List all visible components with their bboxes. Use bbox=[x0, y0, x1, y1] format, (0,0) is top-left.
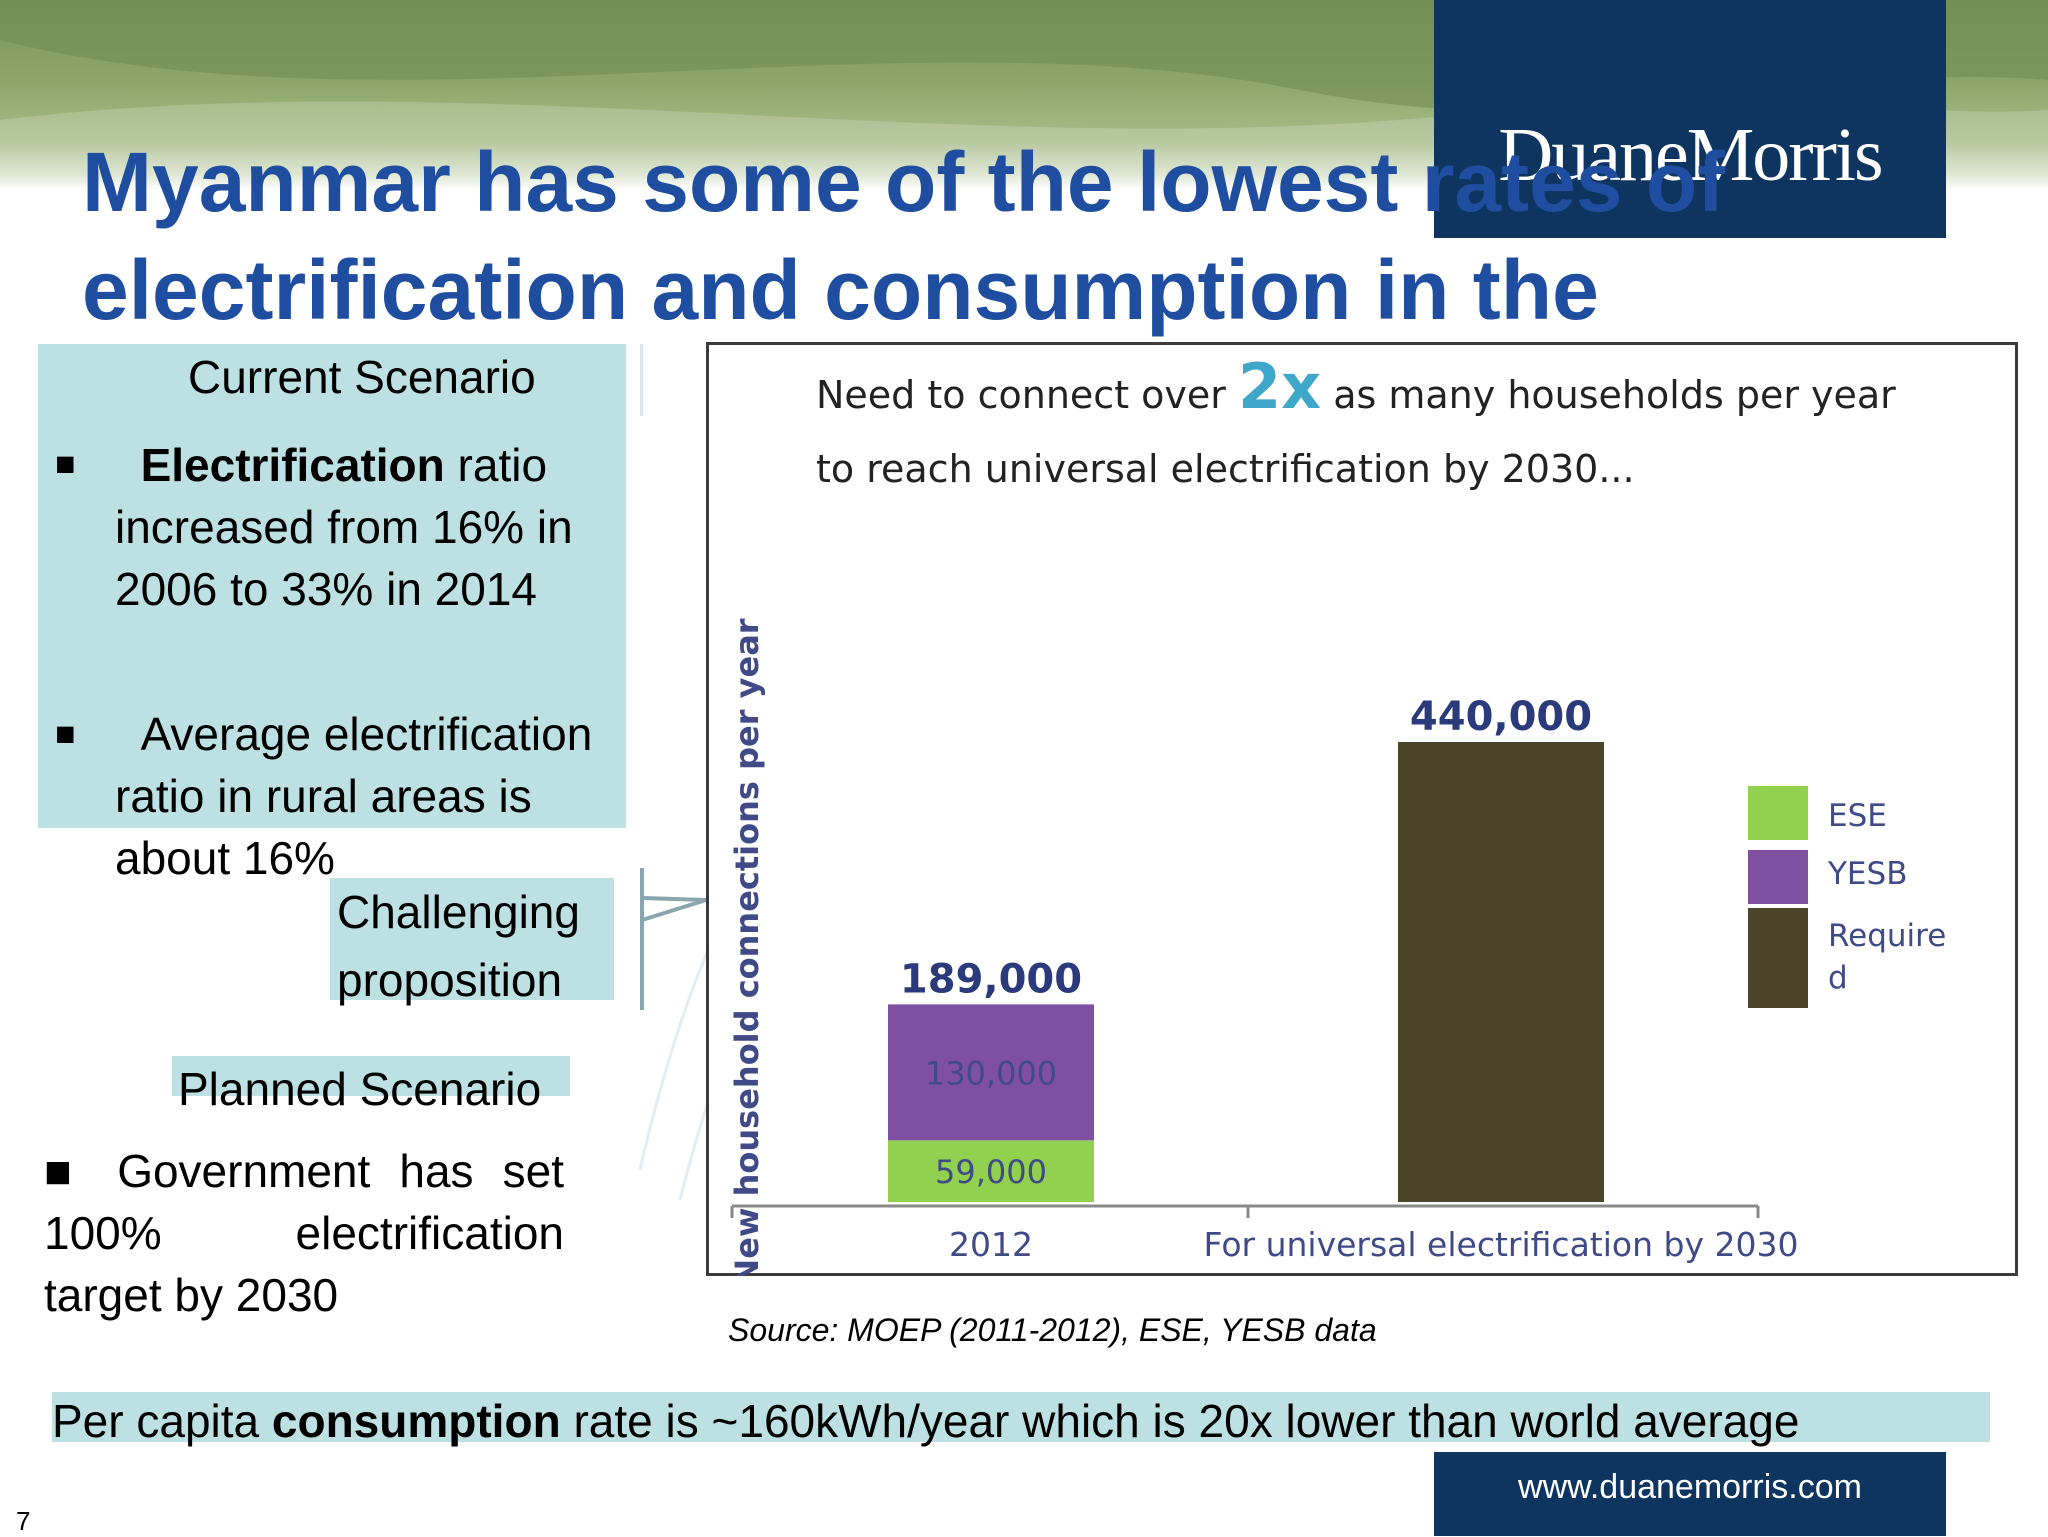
segment-label: 130,000 bbox=[925, 1054, 1057, 1092]
callout-bracket bbox=[640, 868, 707, 1010]
bar-ese-0 bbox=[888, 1140, 1094, 1202]
bullet-square: ■ bbox=[44, 1145, 89, 1197]
bar-total-label: 189,000 bbox=[900, 956, 1082, 1002]
consumption-bold: consumption bbox=[271, 1395, 561, 1447]
y-axis-label: New household connections per year bbox=[728, 618, 766, 1276]
challenge-line-1: Challenging bbox=[337, 886, 580, 938]
legend-swatch bbox=[1748, 786, 1808, 840]
planned-text: Government has set 100% electrification … bbox=[44, 1145, 564, 1321]
challenge-box bbox=[330, 878, 614, 1000]
category-label: For universal electrification by 2030 bbox=[1204, 1225, 1799, 1264]
rural-text: Average electrification ratio in rural a… bbox=[115, 708, 593, 884]
slide-title: Myanmar has some of the lowest rates of … bbox=[82, 128, 1982, 344]
consumption-post: rate is ~160kWh/year which is 20x lower … bbox=[560, 1395, 1800, 1447]
chart-title-line-1: Need to connect over 2x as many househol… bbox=[816, 350, 1896, 423]
consumption-note: Per capita consumption rate is ~160kWh/y… bbox=[52, 1394, 1799, 1448]
connections-chart: Need to connect over 2x as many househol… bbox=[728, 350, 1946, 1276]
legend-label: Require bbox=[1828, 918, 1946, 954]
footer-band bbox=[52, 1392, 1990, 1442]
electrification-bold: Electrification bbox=[140, 439, 445, 491]
panel-edge bbox=[640, 344, 643, 416]
chart-title-line-2: to reach universal electrification by 20… bbox=[816, 447, 1635, 491]
category-label: 2012 bbox=[949, 1225, 1033, 1264]
legend-label: YESB bbox=[1827, 856, 1907, 892]
consumption-pre: Per capita bbox=[52, 1395, 272, 1447]
planned-scenario-panel bbox=[172, 1056, 570, 1096]
legend-label: ESE bbox=[1828, 798, 1887, 834]
bar-yesb-0 bbox=[888, 1004, 1094, 1141]
bar-require-d-1 bbox=[1398, 742, 1604, 1202]
challenge-line-2: proposition bbox=[337, 954, 563, 1006]
logo-box bbox=[1434, 0, 1946, 238]
electrification-bullet: Electrification ratio increased from 16%… bbox=[115, 434, 615, 620]
current-scenario-title: Current Scenario bbox=[188, 351, 536, 403]
chart-title-pre: Need to connect over bbox=[816, 373, 1238, 417]
rural-bullet: Average electrification ratio in rural a… bbox=[115, 703, 635, 889]
chart-title-highlight: 2x bbox=[1238, 350, 1321, 423]
challenge-text: Challenging proposition bbox=[337, 878, 617, 1014]
current-scenario-panel bbox=[38, 344, 626, 828]
url-box bbox=[1434, 1452, 1946, 1536]
chart-title-post: as many households per year bbox=[1321, 373, 1896, 417]
page-number: 7 bbox=[16, 1506, 31, 1536]
bullet-square: ■ bbox=[55, 715, 76, 753]
title-line-2: electrification and consumption in the bbox=[82, 243, 1599, 337]
title-line-1: Myanmar has some of the lowest rates of bbox=[82, 135, 1726, 229]
website-url[interactable]: www.duanemorris.com bbox=[1518, 1468, 1862, 1506]
segment-label: 59,000 bbox=[935, 1153, 1047, 1191]
bar-total-label: 440,000 bbox=[1410, 694, 1592, 740]
legend-label: d bbox=[1828, 960, 1848, 996]
planned-bullet: ■ Government has set 100% electrificatio… bbox=[44, 1140, 564, 1326]
electrification-text: ratio increased from 16% in 2006 to 33% … bbox=[115, 439, 573, 615]
bullet-square: ■ bbox=[55, 445, 76, 483]
planned-scenario-title: Planned Scenario bbox=[178, 1063, 542, 1115]
source-note: Source: MOEP (2011-2012), ESE, YESB data bbox=[728, 1312, 1377, 1348]
legend-swatch bbox=[1748, 908, 1808, 1008]
logo: DuaneMorris bbox=[1498, 113, 1883, 197]
legend-swatch bbox=[1748, 850, 1808, 904]
